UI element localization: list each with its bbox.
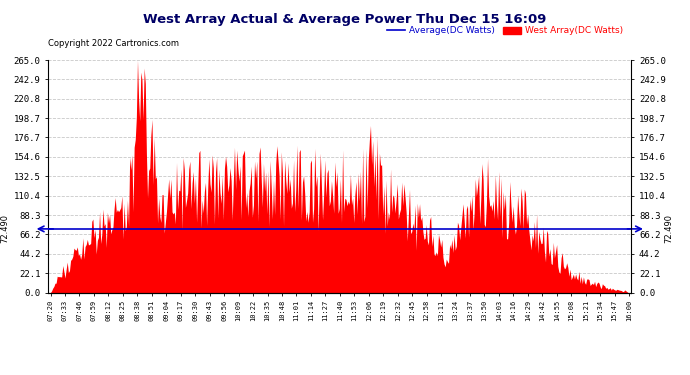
Legend: Average(DC Watts), West Array(DC Watts): Average(DC Watts), West Array(DC Watts) [383, 22, 627, 39]
Text: West Array Actual & Average Power Thu Dec 15 16:09: West Array Actual & Average Power Thu De… [144, 13, 546, 26]
Text: 72.490: 72.490 [0, 214, 9, 243]
Text: Copyright 2022 Cartronics.com: Copyright 2022 Cartronics.com [48, 39, 179, 48]
Text: 72.490: 72.490 [664, 214, 673, 243]
